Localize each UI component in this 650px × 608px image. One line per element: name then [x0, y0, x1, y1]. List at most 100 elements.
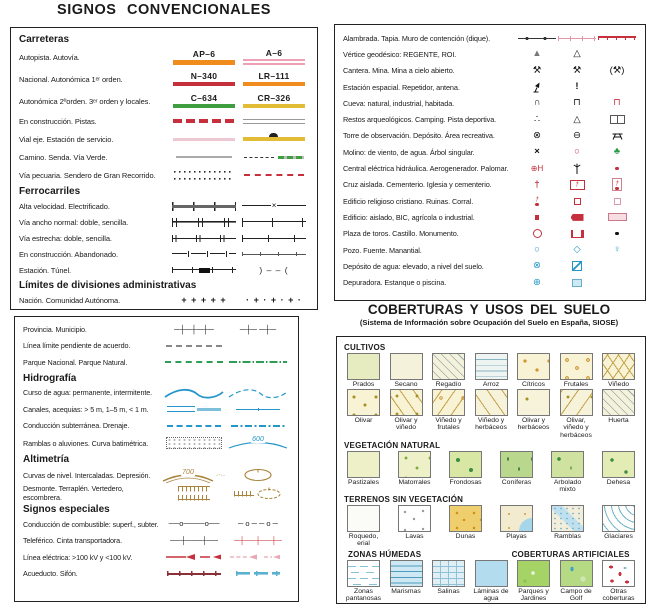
cover-swatch	[602, 450, 635, 478]
national-park-symbol	[165, 361, 223, 364]
coberturas-title: COBERTURAS Y USOS DEL SUELO	[367, 302, 611, 317]
row-label: Alta velocidad. Electrificado.	[19, 201, 110, 211]
coberturas-title-block: COBERTURAS Y USOS DEL SUELO (Sistema de …	[330, 302, 648, 327]
cover-swatch	[449, 505, 482, 533]
ground-water-tank-icon	[572, 261, 582, 272]
row-label: Torre de observación. Depósito. Área rec…	[343, 131, 495, 141]
symbol-cell: ) – – (	[239, 265, 309, 275]
cover-item: Viñedo y herbáceos	[472, 389, 511, 431]
retaining-wall-symbol	[598, 36, 636, 41]
legend-row: Restos arqueológicos. Camping. Pista dep…	[343, 111, 637, 127]
cover-swatch	[389, 559, 423, 587]
legend-row: Central eléctrica hidráulica. Aerogenera…	[343, 160, 637, 176]
local-road-symbol	[243, 104, 305, 108]
rail-construction-symbol	[172, 249, 236, 259]
legend-row: Torre de observación. Depósito. Área rec…	[343, 128, 637, 144]
cover-label: Zonas pantanosas	[345, 587, 382, 602]
symbol-cell: CR–326	[239, 94, 309, 108]
panel-roads: Carreteras Autopista. Autovía. AP–6 A–6 …	[10, 27, 318, 310]
road-number: A–6	[265, 48, 283, 58]
symbol-cell	[169, 119, 239, 123]
contour-line-symbol: 700	[162, 468, 214, 483]
roi-vertex-icon: △	[573, 48, 581, 60]
cover-item: Regadío	[429, 353, 468, 388]
row-label: Canales, acequias: > 5 m, 1–5 m, < 1 m.	[23, 404, 149, 414]
bullring-icon	[532, 229, 542, 239]
row-label: Estación espacial. Repetidor, antena.	[343, 82, 460, 92]
cover-swatch	[602, 559, 635, 587]
elevation-label: 700	[181, 468, 195, 476]
national-boundary-symbol: + + + + +	[181, 295, 227, 305]
well-icon: ○	[534, 244, 540, 255]
row-label: Camino. Senda. Vía Verde.	[19, 152, 108, 162]
row-label: Edificio: aislado, BIC, agrícola o indus…	[343, 212, 475, 222]
single-track-symbol	[242, 217, 306, 227]
service-station-icon	[269, 133, 278, 137]
aqueduct-symbol	[167, 571, 221, 577]
cover-swatch	[517, 389, 550, 417]
row-label: Depuradora. Estanque o piscina.	[343, 278, 447, 288]
legend-row: Edificio: aislado, BIC, agrícola o indus…	[343, 209, 637, 225]
section-header-cultivos: CULTIVOS	[344, 343, 386, 352]
cover-item: Glaciares	[599, 505, 638, 540]
cover-swatch	[551, 505, 584, 533]
legend-row: Autopista. Autovía. AP–6 A–6	[19, 46, 309, 68]
legend-row: Desmonte. Terraplén. Vertedero, escombre…	[23, 484, 290, 502]
legend-row: Edificio religioso cristiano. Ruinas. Co…	[343, 193, 637, 209]
cover-item: Frutales	[557, 353, 596, 388]
municipality-boundary-symbol: ─┼─ ─┼─	[239, 324, 277, 334]
cover-label: Arbolado mixto	[553, 478, 582, 494]
row-label: Ramblas o aluviones. Curva batimétrica.	[23, 438, 149, 448]
abandoned-rail-symbol	[242, 249, 306, 259]
row-label: Teleférico. Cinta transportadora.	[23, 536, 122, 546]
row-label: Vía ancho normal: doble, sencilla.	[19, 217, 129, 227]
section-header-artificiales: COBERTURAS ARTIFICIALES	[511, 549, 630, 559]
cover-label: Olivar y viñedo	[394, 417, 418, 432]
natural-park-symbol	[229, 361, 287, 364]
medium-canal-symbol	[197, 408, 221, 411]
cover-swatch	[500, 450, 533, 478]
cover-item: Playas	[497, 505, 536, 540]
inhabited-cave-icon: ⊓	[613, 97, 621, 109]
mine-icon: ⚒	[572, 64, 582, 76]
high-speed-rail-symbol	[172, 201, 236, 211]
legend-row: Vértice geodésico: REGENTE, ROI. ▲ △	[343, 46, 637, 62]
cover-item: Arroz	[472, 353, 511, 388]
symbol-cell: N–340	[169, 72, 239, 86]
cover-swatch	[347, 450, 380, 478]
conveyor-belt-symbol: ─┼──┼──┼─	[234, 535, 282, 545]
legend-row: Autonómica 2ºorden. 3ᵉʳ orden y locales.…	[19, 90, 309, 112]
cover-item: Matorrales	[395, 450, 434, 486]
monument-icon	[615, 231, 619, 236]
open-pit-mine-icon: (⚒)	[609, 64, 625, 76]
catenary-mark: ×	[270, 201, 278, 210]
fountain-icon: ◇	[573, 244, 581, 255]
legend-row: Parque Nacional. Parque Natural.	[23, 354, 290, 371]
archaeological-site-icon: ∴	[533, 113, 541, 125]
cover-swatch	[432, 353, 465, 380]
cover-swatch	[559, 559, 593, 587]
symbol-cell: ×	[239, 201, 309, 211]
embankment-symbol	[178, 493, 210, 501]
track-symbol	[243, 118, 305, 124]
symbol-cell	[169, 137, 239, 141]
cover-row-terrenos: Roquedo, erial Lavas Dunas Playas Rambla…	[344, 505, 638, 547]
row-label: Autonómica 2ºorden. 3ᵉʳ orden y locales.	[19, 96, 151, 106]
dump-symbol	[257, 487, 281, 499]
cover-label: Roquedo, erial	[348, 533, 379, 548]
symbol-cell	[169, 170, 239, 180]
cover-label: Olivar	[354, 417, 373, 425]
province-boundary-symbol: ─┼─┼─┼─	[174, 324, 214, 334]
camping-icon: △	[573, 113, 581, 125]
symbol-cell: · + · + · + ·	[239, 295, 309, 305]
symbol-cell: LR–111	[239, 72, 309, 86]
section-header-humedas: ZONAS HÚMEDAS	[348, 549, 422, 559]
windmill-icon: ×	[534, 146, 540, 158]
section-header-terrenos: TERRENOS SIN VEGETACIÓN	[344, 495, 464, 505]
legend-row: Camino. Senda. Vía Verde.	[19, 148, 309, 166]
row-label: Central eléctrica hidráulica. Aerogenera…	[343, 164, 509, 174]
section-header-carreteras: Carreteras	[19, 34, 70, 45]
cover-label: Frondosas	[449, 478, 482, 486]
symbol-cell	[239, 249, 309, 259]
legend-row: Cueva: natural, industrial, habitada. ∩ …	[343, 95, 637, 111]
